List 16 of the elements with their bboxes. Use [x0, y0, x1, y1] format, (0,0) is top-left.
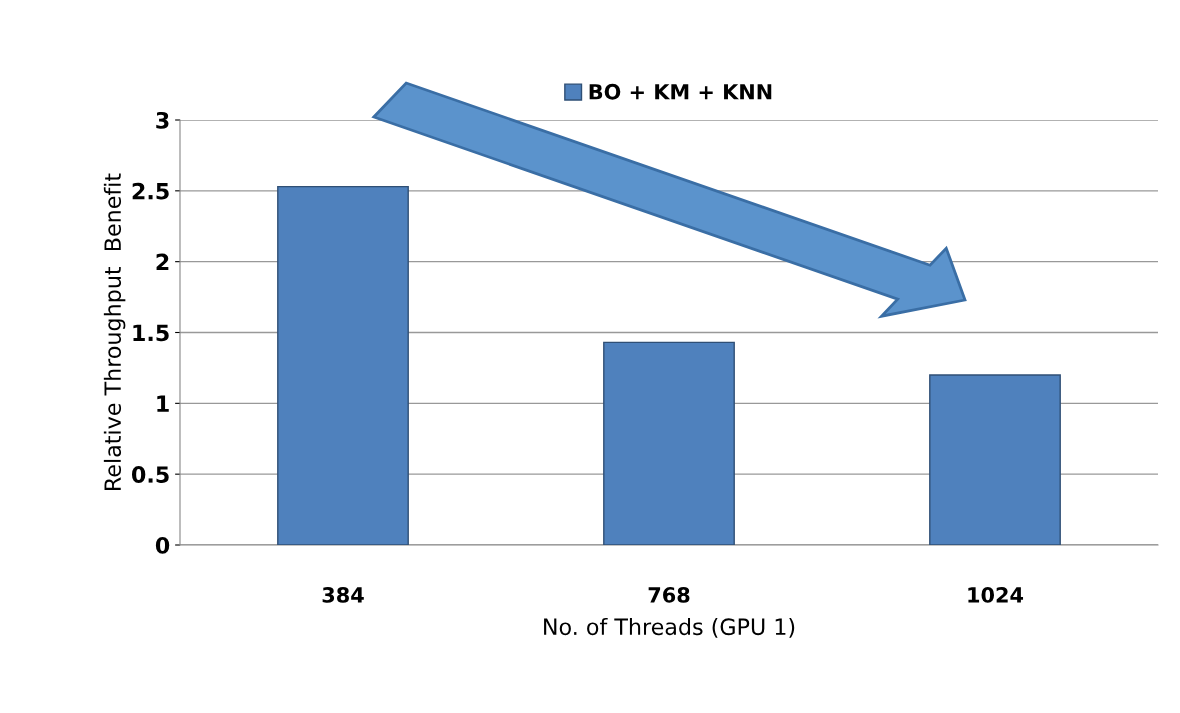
y-tick-label: 2.5 — [132, 182, 169, 200]
bar — [603, 341, 735, 545]
x-axis-title: No. of Threads (GPU 1) — [544, 617, 795, 638]
y-tick-label: 2 — [156, 253, 169, 271]
legend-label: BO + KM + KNN — [589, 83, 772, 100]
y-tick-label: 1 — [157, 395, 169, 412]
y-tick-label: 3 — [156, 111, 169, 129]
y-axis-title: Relative Throughput Benefit — [103, 173, 126, 490]
y-tick-label: 1.5 — [133, 324, 169, 342]
x-tick-label: 384 — [322, 587, 364, 603]
x-tick-label: 768 — [648, 587, 690, 603]
x-tick-label: 1024 — [968, 587, 1024, 603]
bar — [929, 374, 1061, 545]
y-tick-label: 0 — [155, 536, 170, 554]
bar — [277, 185, 409, 545]
y-tick-label: 0.5 — [131, 466, 169, 483]
